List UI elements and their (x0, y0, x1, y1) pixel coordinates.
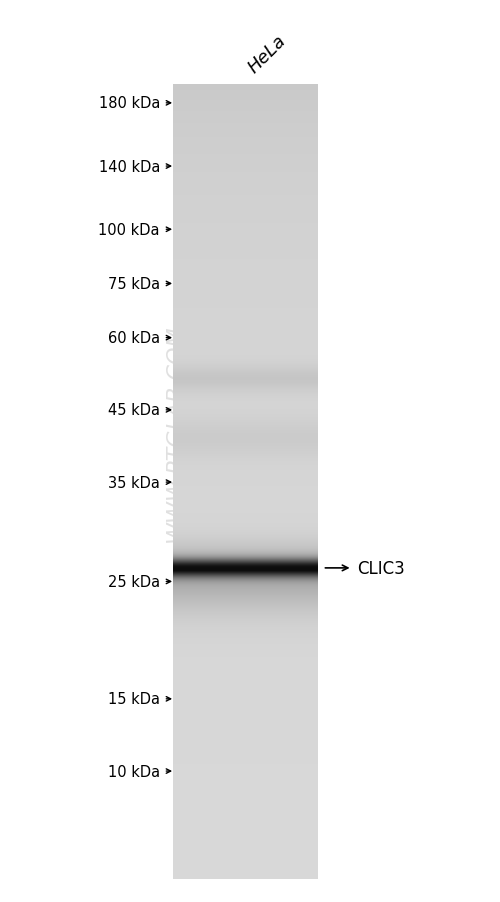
Text: 180 kDa: 180 kDa (98, 97, 160, 111)
Text: 15 kDa: 15 kDa (108, 692, 160, 706)
Text: 10 kDa: 10 kDa (108, 764, 160, 778)
Text: 140 kDa: 140 kDa (98, 160, 160, 174)
Text: WWW.PTGLAB.COM: WWW.PTGLAB.COM (165, 324, 185, 542)
Text: 60 kDa: 60 kDa (108, 331, 160, 345)
Text: 35 kDa: 35 kDa (108, 475, 160, 490)
Text: 100 kDa: 100 kDa (98, 223, 160, 237)
Text: 45 kDa: 45 kDa (108, 403, 160, 418)
Text: CLIC3: CLIC3 (358, 559, 405, 577)
Text: 25 kDa: 25 kDa (108, 575, 160, 589)
Text: 75 kDa: 75 kDa (108, 277, 160, 291)
Text: HeLa: HeLa (245, 32, 290, 77)
